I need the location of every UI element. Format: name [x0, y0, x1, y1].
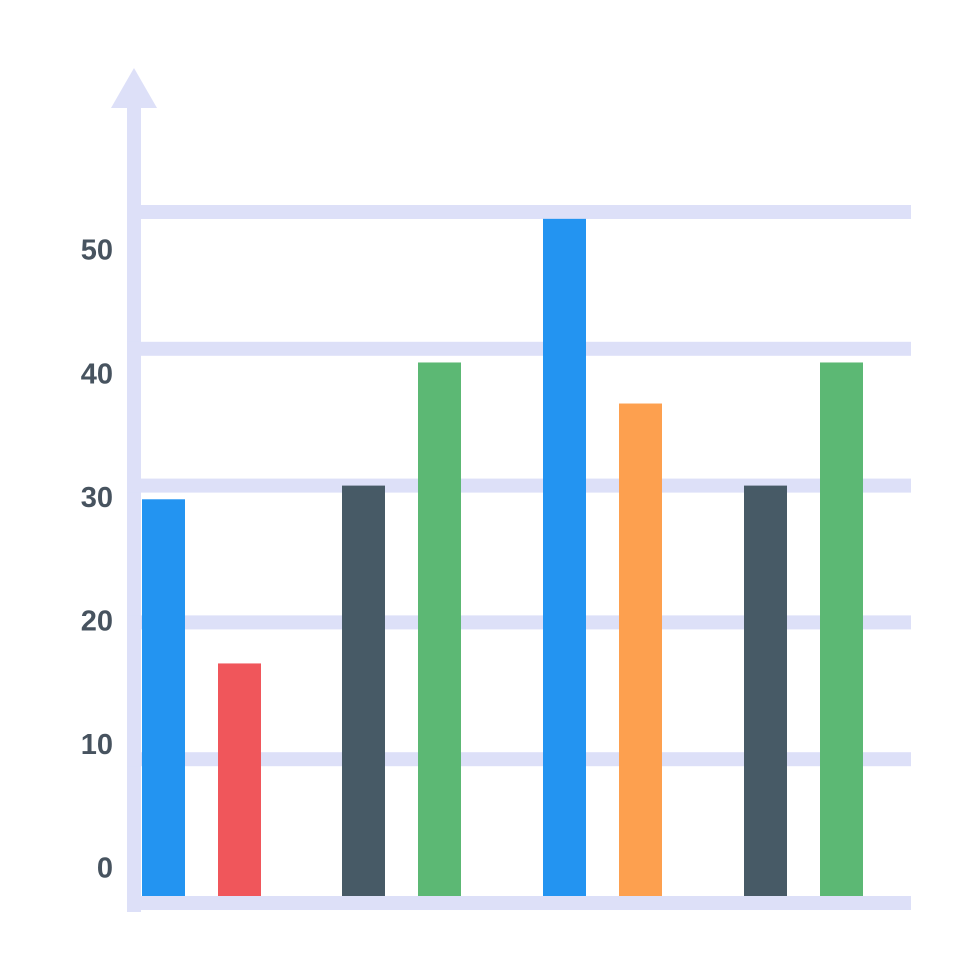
y-axis [127, 100, 141, 912]
bar [744, 485, 787, 896]
grid-line [127, 752, 911, 767]
y-tick-label: 40 [81, 358, 113, 390]
bar [820, 362, 863, 897]
bar [142, 499, 185, 896]
y-axis-arrow [111, 68, 157, 108]
grid-line [127, 205, 911, 219]
y-tick-label: 10 [81, 729, 113, 761]
bar [619, 403, 662, 896]
bar [418, 362, 461, 897]
grid-line [127, 478, 911, 493]
grid-line [127, 341, 911, 356]
y-tick-label: 20 [81, 605, 113, 637]
tick-labels: 0 10 20 30 40 50 [81, 235, 113, 885]
bar [342, 485, 385, 896]
y-tick-label: 50 [81, 235, 113, 267]
y-tick-label: 30 [81, 482, 113, 514]
bar [218, 663, 261, 896]
y-tick-label: 0 [97, 853, 113, 885]
bars [142, 218, 863, 897]
grid [127, 205, 911, 910]
grid-line [127, 896, 911, 910]
bar [543, 218, 586, 897]
grid-line [127, 615, 911, 630]
